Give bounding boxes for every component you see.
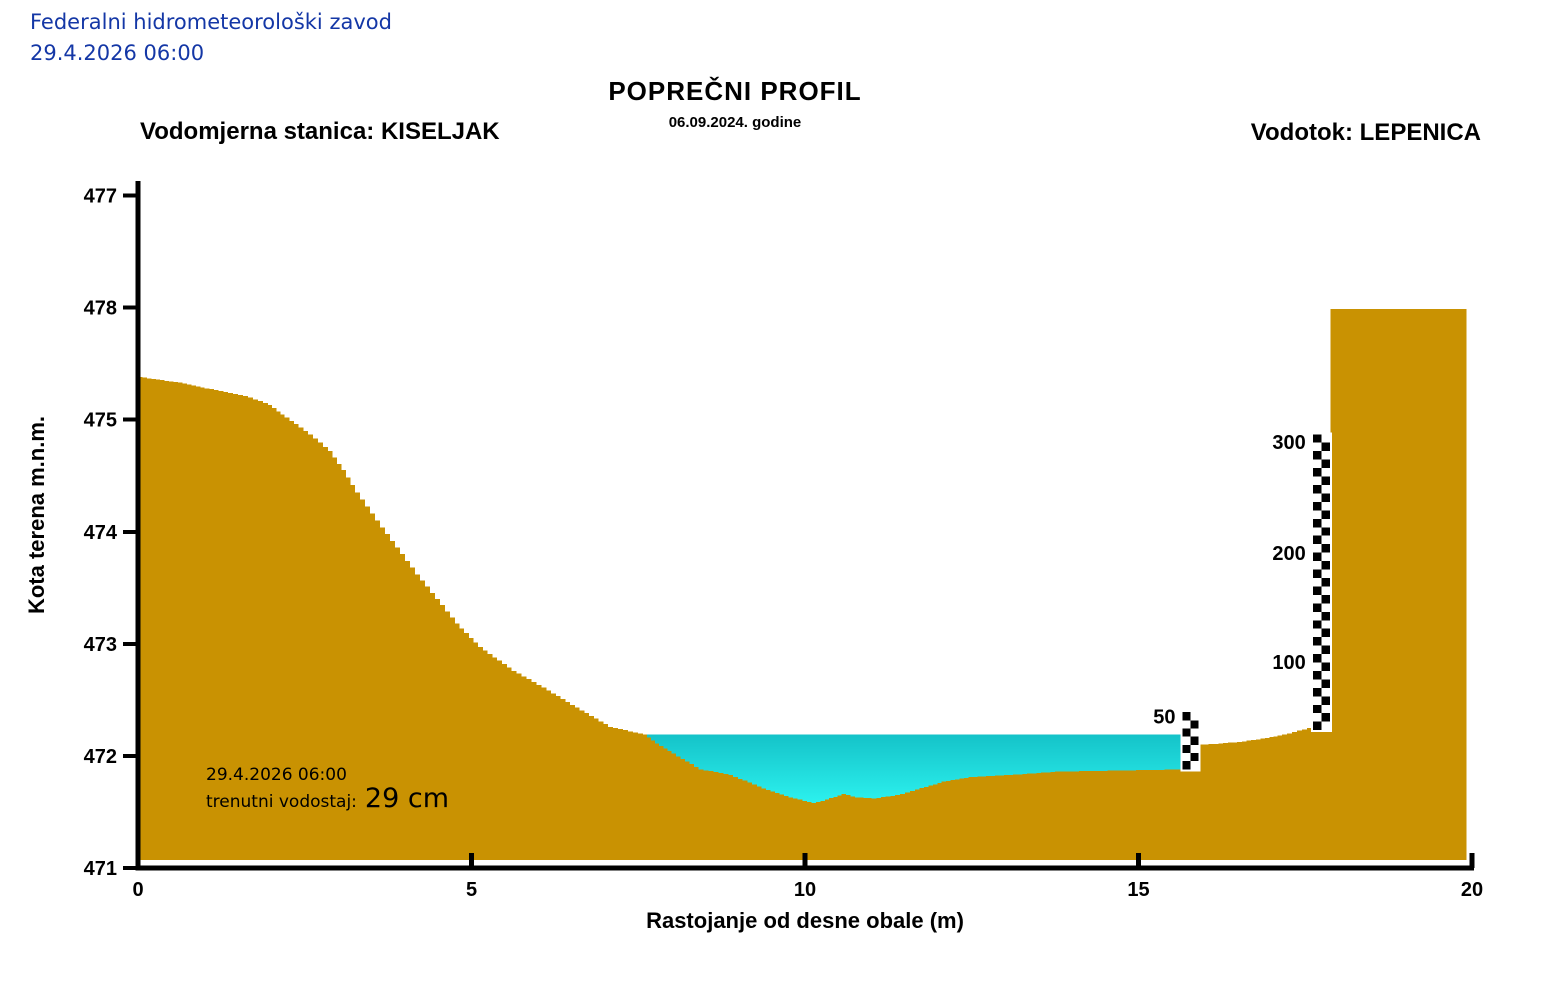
terrain-area [138,308,1467,861]
gauge-checker [1312,501,1322,511]
gauge-label: 300 [1272,432,1305,454]
gauge-checker [1312,620,1322,629]
gauge-checker [1312,552,1322,562]
gauge-checker [1312,704,1322,714]
gauge-checker [1312,518,1322,528]
gauge-checker [1182,728,1191,737]
x-tick-label: 10 [794,879,816,901]
gauge-checker [1312,721,1322,731]
gauge-checker [1190,753,1199,762]
gauge-checker [1182,712,1191,721]
x-tick-label: 20 [1461,879,1483,901]
gauge-checker [1312,485,1322,494]
x-tick-label: 0 [132,879,143,901]
annotation-water-level: trenutni vodostaj: 29 cm [206,783,449,814]
gauge-checker [1312,603,1322,612]
gauge-checker [1321,713,1330,722]
gauge-checker [1182,761,1191,770]
staff-gauge-low: 50 [1153,707,1201,772]
gauge-checker [1321,662,1330,671]
y-tick-label: 478 [84,298,117,320]
gauge-checker [1321,611,1330,621]
header-datetime: 29.4.2026 06:00 [30,41,205,65]
water-area [642,733,1184,803]
x-axis-label: Rastojanje od desne obale (m) [646,908,964,933]
y-tick-label: 474 [84,522,118,544]
annotation-datetime: 29.4.2026 06:00 [206,765,347,785]
y-tick-label: 471 [84,858,117,880]
annotation-water-level-label: trenutni vodostaj: [206,792,357,812]
gauge-checker [1321,577,1330,587]
gauge-checker [1321,544,1330,553]
gauge-checker [1312,468,1322,477]
gauge-checker [1321,510,1330,519]
gauge-label: 100 [1272,652,1305,674]
gauge-checker [1321,476,1330,486]
gauge-checker [1190,736,1199,745]
y-tick-label: 472 [84,746,117,768]
gauge-label: 50 [1153,707,1175,729]
gauge-checker [1312,434,1322,443]
y-tick-label: 475 [84,410,117,432]
watercourse-label: Vodotok: LEPENICA [1250,119,1481,146]
gauge-checker [1321,561,1330,570]
x-tick-label: 15 [1127,879,1149,901]
gauge-checker [1312,670,1322,680]
gauge-checker [1321,493,1330,502]
gauge-checker [1312,451,1322,460]
gauge-checker [1321,442,1330,452]
gauge-checker [1321,628,1330,638]
gauge-checker [1312,569,1322,578]
gauge-checker [1312,654,1322,663]
chart-title: POPREČNI PROFIL [608,76,862,106]
gauge-checker [1321,594,1330,604]
gauge-checker [1321,645,1330,655]
gauge-checker [1321,527,1330,536]
gauge-checker [1190,720,1199,729]
x-tick-label: 5 [466,879,477,901]
org-header-link[interactable]: Federalni hidrometeorološki zavod [30,10,392,34]
gauge-checker [1312,637,1322,646]
gauge-checker [1182,744,1191,754]
annotation-water-level-value: 29 cm [364,783,449,814]
y-tick-label: 473 [84,634,117,656]
gauge-checker [1312,586,1322,595]
gauge-checker [1312,535,1322,545]
staff-gauge-high: 300 200 100 [1272,432,1332,733]
y-tick-label: 477 [84,186,117,208]
gauge-checker [1312,687,1322,697]
gauge-label: 200 [1272,543,1305,565]
chart-subtitle: 06.09.2024. godine [668,114,802,131]
water-level-annotation: 29.4.2026 06:00 trenutni vodostaj: 29 cm [206,765,449,815]
gauge-checker [1321,679,1330,688]
gauge-checker [1321,459,1330,469]
station-label: Vodomjerna stanica: KISELJAK [140,118,500,145]
gauge-checker [1321,696,1330,705]
